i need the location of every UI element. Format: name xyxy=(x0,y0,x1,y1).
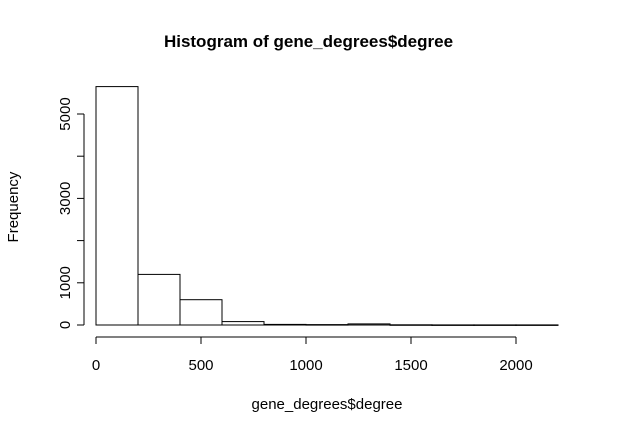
histogram-bar-7 xyxy=(389,324,433,326)
histogram-bar-1 xyxy=(137,273,181,326)
x-tick-label-1: 500 xyxy=(188,357,213,374)
histogram-bar-4 xyxy=(263,323,307,326)
y-axis-label: Frequency xyxy=(5,171,22,242)
x-tick-label-2: 1000 xyxy=(289,357,322,374)
y-tick-label-3: 3000 xyxy=(57,182,74,215)
bars-layer xyxy=(95,86,559,326)
x-tick-label-3: 1500 xyxy=(394,357,427,374)
y-tick-label-1: 1000 xyxy=(57,266,74,299)
x-axis: 0 500 1000 1500 2000 xyxy=(92,336,533,374)
y-tick-label-0: 0 xyxy=(57,321,74,329)
x-axis-label: gene_degrees$degree xyxy=(252,396,403,413)
histogram-bar-2 xyxy=(179,299,223,326)
x-tick-label-4: 2000 xyxy=(499,357,532,374)
y-tick-label-5: 5000 xyxy=(57,97,74,130)
histogram-bar-3 xyxy=(221,321,265,326)
histogram-bar-5 xyxy=(305,324,349,326)
histogram-bar-10 xyxy=(515,324,559,326)
histogram-bar-8 xyxy=(431,324,475,326)
histogram-bar-0 xyxy=(95,86,139,326)
x-tick-label-0: 0 xyxy=(92,357,100,374)
y-axis: 0 1000 3000 5000 xyxy=(57,97,85,329)
histogram-bar-9 xyxy=(473,324,517,326)
chart-title: Histogram of gene_degrees$degree xyxy=(164,32,453,51)
histogram-bar-6 xyxy=(347,323,391,326)
